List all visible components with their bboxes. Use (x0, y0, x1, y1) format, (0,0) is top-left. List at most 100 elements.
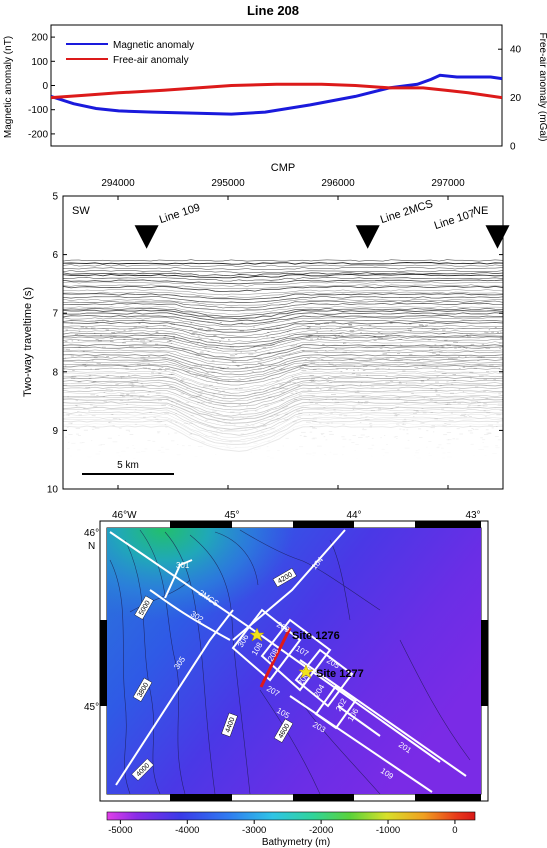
track-2mcs-extension (261, 635, 441, 763)
seismic-noise (486, 412, 491, 414)
seismic-noise (251, 425, 255, 427)
seismic-noise (240, 322, 243, 324)
seismic-reflector (63, 309, 503, 320)
seismic-noise (128, 430, 131, 432)
crossing-label: Line 109 (158, 202, 202, 226)
seismic-noise (267, 352, 271, 354)
seismic-noise (396, 377, 399, 379)
seismic-noise (165, 426, 168, 428)
track-301 (164, 559, 193, 599)
seismic-noise (165, 368, 170, 369)
seismic-noise (398, 382, 402, 384)
seismic-noise (394, 414, 400, 415)
seismic-noise (399, 397, 401, 398)
seismic-noise (235, 388, 238, 390)
seismic-noise (67, 396, 69, 398)
seismic-noise (306, 421, 311, 423)
seismic-noise (90, 368, 92, 370)
seismic-noise (498, 368, 501, 369)
seismic-noise (131, 383, 135, 385)
seismic-noise (82, 350, 85, 352)
seismic-noise (66, 427, 69, 428)
track-box-a (231, 608, 302, 682)
seismic-noise (324, 454, 326, 455)
seismic-reflector (63, 341, 503, 355)
seismic-noise (498, 342, 502, 344)
seismic-noise (279, 387, 284, 389)
y-tick-label: 6 (52, 250, 58, 261)
seismic-noise (91, 440, 93, 442)
seismic-noise (75, 400, 78, 402)
seismic-noise (338, 414, 343, 416)
seismic-noise (282, 407, 287, 409)
seismic-noise (280, 368, 286, 370)
seismic-noise (171, 405, 173, 407)
seismic-noise (349, 359, 354, 361)
seismic-noise (242, 417, 244, 418)
seismic-noise (499, 338, 503, 339)
seismic-noise (466, 406, 470, 408)
seismic-noise (462, 391, 465, 393)
seismic-noise (207, 321, 210, 323)
seismic-noise (468, 430, 473, 432)
seismic-noise (441, 448, 444, 449)
seismic-noise (315, 324, 321, 325)
seismic-noise (303, 435, 306, 437)
seismic-noise (116, 452, 119, 453)
seismic-noise (112, 335, 117, 337)
seismic-noise (202, 386, 208, 388)
seismic-noise (375, 367, 380, 369)
seismic-noise (289, 382, 292, 384)
seismic-noise (321, 359, 324, 361)
seismic-noise (342, 438, 347, 440)
seismic-reflector (63, 398, 503, 421)
seismic-noise (105, 329, 109, 331)
seismic-noise (434, 329, 439, 330)
seismic-noise (181, 379, 185, 381)
seismic-noise (491, 331, 494, 333)
seismic-noise (368, 436, 370, 437)
seismic-noise (399, 344, 402, 346)
site-1277-label: Site 1277 (316, 668, 364, 680)
seismic-noise (82, 364, 86, 365)
contour-label: 4400 (225, 717, 237, 734)
seismic-noise (453, 380, 456, 381)
seismic-noise (341, 385, 345, 386)
seismic-noise (357, 401, 361, 403)
seismic-noise (131, 386, 135, 387)
seismic-noise (68, 434, 73, 435)
seismic-noise (353, 369, 355, 371)
seismic-noise (231, 361, 234, 362)
seismic-noise (494, 436, 499, 437)
seismic-reflector (63, 264, 503, 267)
seismic-noise (258, 389, 261, 391)
seismic-reflector (63, 419, 503, 445)
seismic-noise (370, 410, 375, 411)
seismic-noise (457, 346, 461, 348)
seismic-noise (311, 395, 315, 397)
seismic-noise (235, 350, 238, 352)
seismic-reflector (63, 307, 503, 317)
seismic-noise (477, 401, 481, 403)
seismic-noise (443, 434, 448, 436)
seismic-noise (353, 365, 356, 367)
seismic-noise (466, 334, 468, 336)
seismic-noise (427, 379, 430, 380)
seismic-noise (470, 378, 472, 380)
seismic-noise (130, 382, 134, 384)
seismic-noise (446, 432, 452, 433)
seismic-noise (394, 415, 397, 417)
seismic-axes: 294000 295000 296000 297000 5 6 7 8 9 10 (47, 178, 503, 496)
seismic-noise (283, 419, 289, 420)
seismic-reflector (63, 277, 503, 282)
seismic-noise (493, 379, 496, 380)
seismic-noise (452, 358, 458, 360)
seismic-noise (196, 395, 200, 397)
seismic-noise (446, 424, 451, 425)
seismic-noise (463, 416, 468, 418)
seismic-noise (84, 366, 87, 367)
seismic-noise (158, 450, 161, 451)
seismic-noise (483, 390, 486, 392)
seismic-noise (155, 343, 159, 345)
